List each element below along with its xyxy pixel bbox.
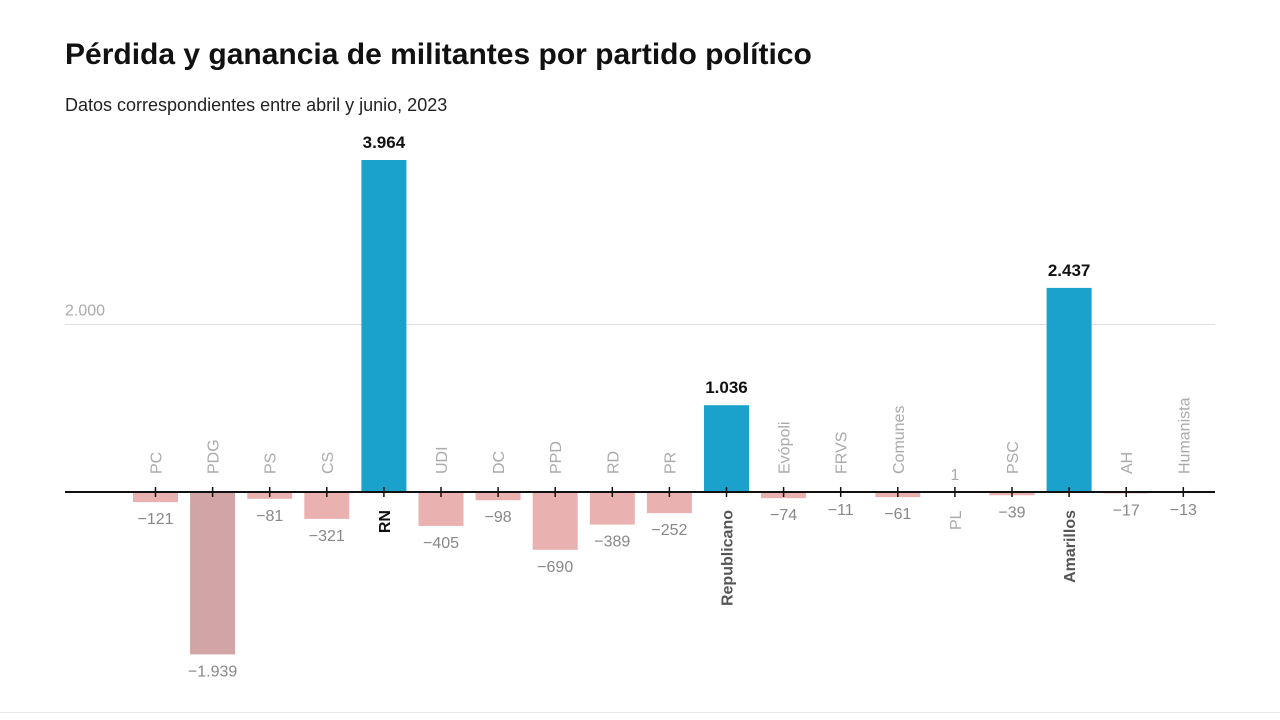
category-label-comunes: Comunes (891, 406, 908, 474)
bar-ppd (532, 492, 578, 550)
category-label-ah: AH (1119, 452, 1136, 474)
value-label-rd: −389 (594, 534, 630, 551)
value-label-udi: −405 (423, 535, 459, 552)
bar-republicano (704, 405, 749, 492)
bar-udi (418, 492, 464, 526)
category-label-udi: UDI (434, 446, 451, 474)
category-label-ps: PS (263, 453, 280, 474)
value-label-pr: −252 (651, 522, 687, 539)
value-label-pc: −121 (137, 511, 173, 528)
category-label-cs: CS (320, 452, 337, 474)
value-label-pl: 1 (950, 467, 959, 484)
value-label-psc: −39 (998, 504, 1025, 521)
bar-rd (589, 492, 635, 525)
value-label-evópoli: −74 (770, 507, 797, 524)
category-label-pc: PC (149, 452, 166, 474)
category-label-evópoli: Evópoli (777, 422, 794, 474)
category-label-ppd: PPD (548, 441, 565, 474)
category-label-dc: DC (491, 451, 508, 474)
value-label-ah: −17 (1113, 502, 1140, 519)
value-label-amarillos: 2.437 (1048, 261, 1091, 280)
category-label-amarillos: Amarillos (1062, 510, 1079, 583)
value-label-ppd: −690 (537, 559, 573, 576)
category-label-rd: RD (605, 451, 622, 474)
category-label-rn: RN (377, 510, 394, 533)
bottom-divider (0, 712, 1280, 713)
bar-pdg (190, 492, 236, 655)
value-label-republicano: 1.036 (705, 378, 748, 397)
category-label-humanista: Humanista (1176, 397, 1193, 474)
chart-title: Pérdida y ganancia de militantes por par… (65, 38, 812, 71)
category-label-frvs: FRVS (834, 432, 851, 474)
value-label-frvs: −11 (828, 502, 854, 519)
bar-pc (133, 492, 178, 503)
value-label-ps: −81 (256, 508, 283, 525)
value-label-cs: −321 (309, 528, 345, 545)
category-label-pl: PL (948, 510, 965, 530)
value-label-humanista: −13 (1170, 502, 1197, 519)
category-label-pdg: PDG (206, 439, 223, 474)
gridline-label: 2.000 (65, 302, 105, 319)
bar-rn (361, 160, 407, 492)
value-label-dc: −98 (485, 509, 512, 526)
chart-subtitle: Datos correspondientes entre abril y jun… (65, 95, 448, 115)
bar-pr (646, 492, 692, 514)
category-label-pr: PR (662, 452, 679, 474)
bar-amarillos (1046, 287, 1092, 492)
value-label-rn: 3.964 (363, 133, 406, 152)
value-label-comunes: −61 (884, 506, 911, 523)
category-label-republicano: Republicano (720, 510, 737, 606)
category-label-psc: PSC (1005, 441, 1022, 474)
value-label-pdg: −1.939 (188, 663, 237, 680)
